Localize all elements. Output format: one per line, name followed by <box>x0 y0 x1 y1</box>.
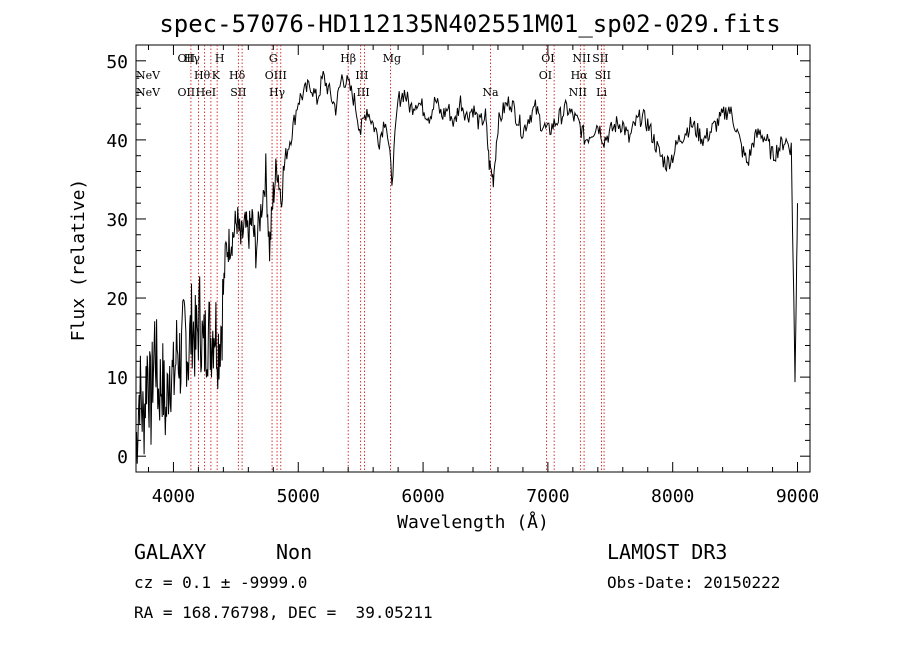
x-tick-label: 8000 <box>651 486 694 507</box>
spectral-line-label: NeV <box>136 69 161 82</box>
spectral-line-label: H <box>215 52 225 65</box>
spectral-line-label: OI <box>541 52 554 65</box>
spectral-line-label: III <box>355 69 368 82</box>
spectral-line-label: G <box>269 52 278 65</box>
plot-frame <box>135 44 811 473</box>
x-axis-label: Wavelength (Å) <box>397 511 549 533</box>
spectral-line-label: NeV <box>136 86 161 99</box>
spectral-line-label: HeI <box>196 86 216 99</box>
x-tick-label: 5000 <box>277 486 320 507</box>
spectral-line-label: Na <box>482 86 499 99</box>
spectral-line-label: Hγ <box>184 52 201 65</box>
spectral-line-label: III <box>357 86 370 99</box>
class-label: GALAXY <box>134 540 207 564</box>
survey-label: LAMOST DR3 <box>607 540 728 564</box>
x-axis: 4000 5000 6000 7000 8000 9000 <box>147 45 819 507</box>
spectral-line-label: NII <box>569 86 587 99</box>
y-tick-label: 30 <box>106 210 128 231</box>
spectral-line-label: OI <box>539 69 552 82</box>
y-tick-label: 40 <box>106 131 128 152</box>
x-tick-label: 7000 <box>526 486 569 507</box>
spectral-line-label: SII <box>230 86 246 99</box>
line-labels-group: NeVNeVOIIOIIHγHθHeIKHHδSIIGOIIIHγHβIIIII… <box>136 52 611 99</box>
spectrum-line <box>135 70 798 464</box>
spectral-line-label: SII <box>592 52 608 65</box>
spectral-line-label: Li <box>596 86 607 99</box>
x-tick-label: 9000 <box>776 486 819 507</box>
spectral-line-label: OIII <box>265 69 287 82</box>
spectral-line-label: Hα <box>571 69 589 82</box>
spectral-line-label: SII <box>595 69 611 82</box>
redshift-text: cz = 0.1 ± -9999.0 <box>134 573 308 592</box>
ra-dec-text: RA = 168.76798, DEC = 39.05211 <box>134 603 433 622</box>
x-tick-label: 6000 <box>401 486 444 507</box>
spectral-line-label: K <box>212 69 221 82</box>
spectral-line-label: Hθ <box>194 69 211 82</box>
spectral-line-label: OII <box>177 86 195 99</box>
y-tick-label: 50 <box>106 52 128 73</box>
subclass-label: Non <box>276 540 313 564</box>
spectral-line-label: NII <box>572 52 590 65</box>
spectral-line-label: Hδ <box>229 69 246 82</box>
y-tick-label: 20 <box>106 289 128 310</box>
spectral-line-label: Mg <box>383 52 401 65</box>
spectral-line-label: Hγ <box>269 86 286 99</box>
y-axis: 0 10 20 30 40 50 <box>106 52 810 468</box>
spectral-line-label: OII <box>177 52 195 65</box>
y-tick-label: 10 <box>106 368 128 389</box>
x-tick-label: 4000 <box>152 486 195 507</box>
obs-date-text: Obs-Date: 20150222 <box>607 573 781 592</box>
chart-title: spec-57076-HD112135N402551M01_sp02-029.f… <box>159 10 780 38</box>
y-tick-label: 0 <box>117 447 128 468</box>
y-axis-label: Flux (relative) <box>68 179 89 342</box>
spectral-line-label: Hβ <box>340 52 356 65</box>
